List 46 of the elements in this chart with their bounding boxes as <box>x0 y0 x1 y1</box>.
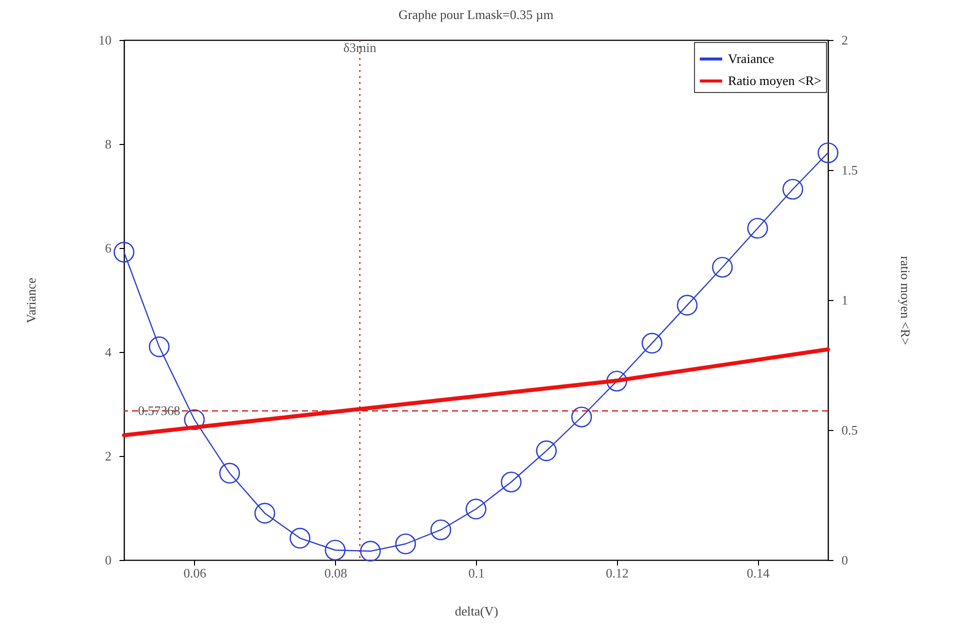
point <box>818 142 838 164</box>
point <box>747 218 768 239</box>
point <box>536 440 557 462</box>
point <box>219 462 240 484</box>
y2-axis-title: ratio moyen <R> <box>898 256 913 346</box>
x-axis-title: delta(V) <box>454 604 498 618</box>
y-tick-label: 6 <box>105 240 112 256</box>
y-axis-title: Variance <box>24 278 38 324</box>
y2-tick-label: 0 <box>842 552 848 568</box>
chart-title: Graphe pour Lmask=0.35 µm <box>398 7 554 22</box>
x-tick-label: 0.08 <box>324 566 348 580</box>
point <box>676 294 698 316</box>
y-tick-label: 10 <box>98 32 112 48</box>
point <box>782 178 804 200</box>
point <box>360 540 381 562</box>
y-tick-label: 4 <box>105 344 112 360</box>
y-tick-label: 8 <box>105 136 112 152</box>
x-tick-label: 0.06 <box>184 566 207 580</box>
point <box>148 336 170 358</box>
point <box>184 409 205 430</box>
point <box>254 502 276 524</box>
point <box>606 370 628 392</box>
point <box>466 498 486 520</box>
point <box>642 332 662 354</box>
point <box>324 540 346 560</box>
point <box>500 472 522 492</box>
line-series <box>122 347 830 438</box>
x-tick-label: 0.1 <box>468 566 485 580</box>
ref-line-label: 0.57368 <box>138 402 180 418</box>
legend-label: Ratio moyen <R> <box>728 73 822 88</box>
legend-label: Vraiance <box>728 51 774 66</box>
point <box>430 519 452 540</box>
point <box>114 242 134 263</box>
point <box>395 534 416 554</box>
y2-tick-label: 1 <box>842 292 848 308</box>
x-tick-label: 0.12 <box>606 566 629 580</box>
point <box>290 528 310 549</box>
y-tick-label: 2 <box>105 448 112 464</box>
point <box>712 256 733 278</box>
point <box>571 406 592 428</box>
ref-line-label: δ3min <box>343 40 377 55</box>
y-tick-label: 0 <box>105 552 112 568</box>
y2-tick-label: 2 <box>842 32 848 48</box>
x-tick-label: 0.14 <box>746 566 770 580</box>
y2-tick-label: 0.5 <box>842 422 858 438</box>
y2-tick-label: 1.5 <box>842 162 858 178</box>
